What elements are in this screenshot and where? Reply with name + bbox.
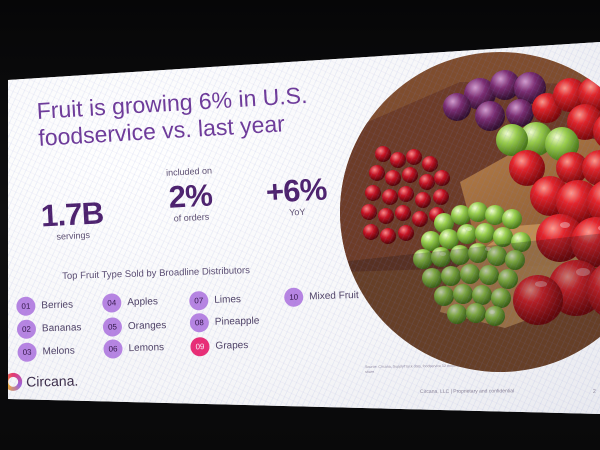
orders-metric: included on 2% of orders bbox=[148, 165, 233, 226]
list-item: 08 Pineapple bbox=[189, 312, 260, 333]
list-item: 09 Grapes bbox=[190, 336, 248, 357]
servings-value: 1.7B bbox=[40, 195, 105, 234]
metrics-group: 1.7B servings included on 2% of orders +… bbox=[30, 158, 363, 250]
fruit-name: Pineapple bbox=[214, 315, 260, 328]
list-item: 06 Lemons bbox=[103, 338, 164, 359]
footer-note: Circana, LLC | Proprietary and confident… bbox=[420, 388, 515, 395]
fruit-rank-list: 01 Berries 02 Bananas 03 Melons 04 Apples 05… bbox=[16, 283, 378, 370]
list-item: 01 Berries bbox=[16, 296, 73, 316]
brand-name: Circana. bbox=[26, 372, 79, 390]
fruit-name: Oranges bbox=[127, 320, 167, 333]
fruit-name: Melons bbox=[42, 345, 75, 358]
yoy-value: +6% bbox=[265, 171, 328, 210]
servings-metric: 1.7B servings bbox=[31, 183, 114, 244]
circana-brand: Circana. bbox=[8, 372, 79, 391]
rank-badge: 03 bbox=[17, 342, 37, 362]
fruit-name: Lemons bbox=[128, 342, 165, 355]
slide-headline: Fruit is growing 6% in U.S. foodservice … bbox=[36, 81, 309, 151]
rank-badge: 07 bbox=[189, 290, 209, 311]
rank-badge: 04 bbox=[102, 293, 122, 313]
rank-badge: 10 bbox=[283, 287, 304, 307]
list-item: 10 Mixed Fruit bbox=[283, 286, 359, 307]
fruit-list-title: Top Fruit Type Sold by Broadline Distrib… bbox=[62, 265, 251, 282]
list-item: 07 Limes bbox=[189, 290, 242, 311]
fruit-name: Grapes bbox=[215, 339, 249, 352]
orders-value: 2% bbox=[167, 177, 213, 215]
fruit-name: Mixed Fruit bbox=[309, 290, 359, 303]
list-item: 03 Melons bbox=[17, 341, 75, 362]
circana-logo-icon bbox=[8, 372, 23, 391]
fruit-photo-icon bbox=[340, 52, 600, 372]
rank-badge: 06 bbox=[103, 339, 123, 359]
fruit-name: Bananas bbox=[41, 322, 82, 335]
list-item: 04 Apples bbox=[102, 292, 159, 313]
list-item: 02 Bananas bbox=[16, 318, 82, 339]
rank-badge: 05 bbox=[102, 317, 123, 337]
page-number: 2 bbox=[593, 389, 596, 395]
list-item: 05 Oranges bbox=[102, 316, 167, 337]
rank-badge: 09 bbox=[190, 336, 210, 357]
rank-badge: 08 bbox=[189, 312, 210, 333]
fruit-photo bbox=[340, 52, 600, 372]
fruit-name: Apples bbox=[127, 296, 159, 309]
yoy-metric: +6% YoY bbox=[255, 159, 338, 220]
fruit-name: Berries bbox=[41, 299, 74, 312]
rank-badge: 02 bbox=[16, 319, 37, 339]
rank-badge: 01 bbox=[16, 296, 36, 316]
fruit-name: Limes bbox=[214, 294, 242, 306]
